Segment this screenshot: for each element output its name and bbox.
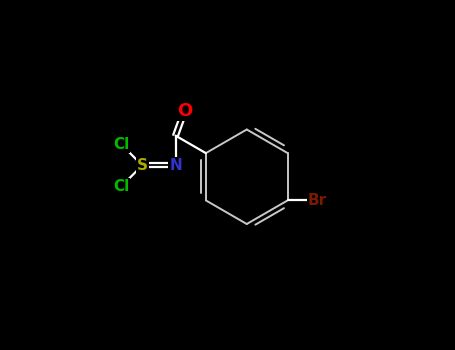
Text: S: S [137,158,148,173]
Text: Cl: Cl [113,137,129,152]
Text: N: N [169,158,182,173]
Text: Br: Br [308,193,327,208]
Text: Cl: Cl [113,179,129,194]
Text: O: O [177,102,192,120]
